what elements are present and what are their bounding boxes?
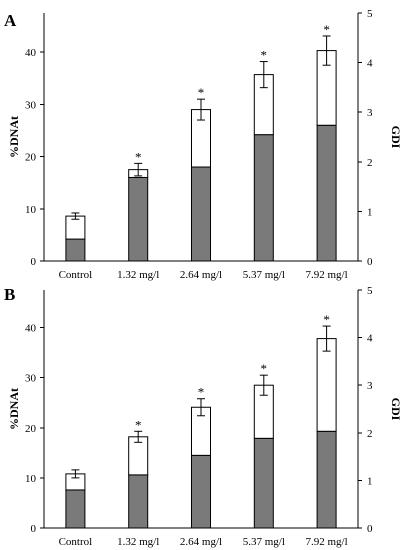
panel-a-y2-tick-label: 2 — [367, 157, 373, 169]
panel-a-bar-lower — [316, 124, 337, 262]
panel-b-x-tick-label: 2.64 mg/l — [180, 536, 222, 548]
panel-b-y2-tick-label: 0 — [367, 523, 373, 535]
panel-b-y2-tick-label: 2 — [367, 428, 373, 440]
panel-a-bar-lower — [191, 166, 211, 262]
panel-b-x-tick-label: 5.37 mg/l — [243, 536, 285, 548]
panel-b-y-tick-label: 0 — [31, 523, 37, 535]
panel-a-chart: 0 10 20 30 40 0 1 2 3 4 5 %DNAt GDI Control * 1.32 mg/l… — [7, 8, 401, 281]
panel-b-bar-lower — [253, 437, 274, 529]
panel-b-x-tick-label: 7.92 mg/l — [306, 536, 348, 548]
panel-a-x-tick-label: 2.64 mg/l — [180, 269, 222, 281]
panel-a-bar-lower — [128, 176, 149, 262]
panel-a-y2-tick-label: 4 — [367, 58, 373, 70]
panel-a-x-tick-label: 7.92 mg/l — [306, 269, 348, 281]
panel-a-significance-star: * — [323, 22, 330, 37]
panel-a-significance-star: * — [135, 149, 142, 164]
panel-b-chart: 0 10 20 30 40 0 1 2 3 4 5 %DNAt GDI Control * 1.32 mg/l… — [7, 285, 401, 548]
panel-b-x-tick-label: Control — [59, 536, 93, 548]
panel-a-y2-tick-label: 0 — [367, 256, 373, 268]
panel-b-significance-star: * — [198, 385, 205, 400]
panel-b-bar-upper — [316, 338, 337, 432]
panel-b-letter: B — [4, 285, 15, 304]
panel-b-y2-axis-title: GDI — [389, 398, 401, 421]
panel-a-y-tick-label: 40 — [25, 47, 37, 59]
panel-a-y2-tick-label: 1 — [367, 206, 373, 218]
panel-b-x-tick-label: 1.32 mg/l — [117, 536, 159, 548]
panel-b-y-tick-label: 10 — [25, 473, 37, 485]
panel-a-y2-tick-label: 3 — [367, 107, 373, 119]
panel-a-y-tick-label: 10 — [25, 204, 37, 216]
panel-b-bar-lower — [191, 454, 211, 529]
panel-b-bar-lower — [316, 430, 337, 529]
panel-a-y-axis-title: %DNAt — [7, 116, 21, 158]
panel-b-y-tick-label: 30 — [25, 373, 37, 385]
panel-a-significance-star: * — [261, 48, 268, 63]
panel-b-significance-star: * — [261, 361, 268, 376]
panel-a-letter: A — [4, 11, 17, 30]
panel-b-y2-tick-label: 4 — [367, 333, 373, 345]
panel-a-y2-tick-label: 5 — [367, 8, 373, 20]
panel-b-y2-tick-label: 1 — [367, 475, 373, 487]
panel-a-y-tick-label: 30 — [25, 99, 37, 111]
panel-b-significance-star: * — [323, 312, 330, 327]
panel-b-y-tick-label: 20 — [25, 423, 37, 435]
panel-a-y2-axis-title: GDI — [389, 126, 401, 149]
panel-b-y2-tick-label: 5 — [367, 285, 373, 297]
panel-a-x-tick-label: 1.32 mg/l — [117, 269, 159, 281]
panel-b-y2-tick-label: 3 — [367, 380, 373, 392]
panel-b-bar-lower — [65, 489, 86, 529]
panel-a-bar-lower — [253, 134, 274, 262]
panel-b-y-axis-title: %DNAt — [7, 388, 21, 430]
panel-a-y-tick-label: 20 — [25, 152, 37, 164]
panel-a-significance-star: * — [198, 85, 205, 100]
panel-b-bar-lower — [128, 474, 149, 529]
panel-b-y-tick-label: 40 — [25, 323, 37, 335]
panel-a-y-tick-label: 0 — [31, 256, 37, 268]
panel-a-x-tick-label: Control — [59, 269, 93, 281]
panel-a-bar-lower — [65, 238, 86, 262]
panel-a-x-tick-label: 5.37 mg/l — [243, 269, 285, 281]
panel-b-significance-star: * — [135, 417, 142, 432]
